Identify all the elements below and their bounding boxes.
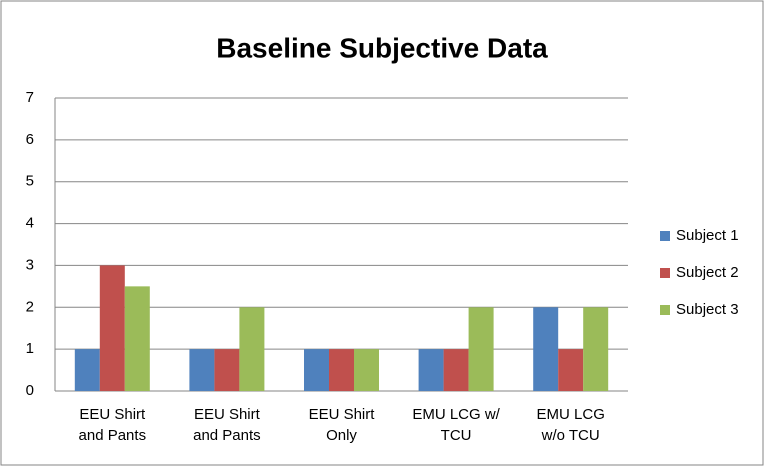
bar bbox=[239, 307, 265, 391]
x-tick-label: EEU Shirt and Pants bbox=[78, 406, 147, 444]
x-tick-label: EMU LCG w/ TCU bbox=[412, 406, 500, 444]
bar bbox=[468, 307, 494, 391]
legend-swatch bbox=[660, 268, 670, 278]
bar bbox=[533, 307, 559, 391]
bar bbox=[124, 286, 150, 391]
bar bbox=[74, 349, 100, 391]
legend-label: Subject 2 bbox=[676, 264, 739, 281]
bar bbox=[304, 349, 329, 391]
y-tick-label: 5 bbox=[26, 173, 34, 190]
bar bbox=[583, 307, 609, 391]
bar bbox=[214, 349, 240, 391]
x-tick-label: EEU Shirt Only bbox=[308, 406, 375, 444]
bar bbox=[443, 349, 469, 391]
bar bbox=[189, 349, 215, 391]
chart-title: Baseline Subjective Data bbox=[216, 32, 548, 63]
y-tick-label: 3 bbox=[26, 256, 34, 273]
y-tick-label: 1 bbox=[26, 340, 34, 357]
y-tick-label: 2 bbox=[26, 298, 34, 315]
bar bbox=[558, 349, 584, 391]
legend-label: Subject 3 bbox=[676, 301, 739, 318]
x-tick-label: EEU Shirt and Pants bbox=[193, 406, 261, 444]
y-tick-label: 0 bbox=[26, 382, 34, 399]
bar bbox=[99, 265, 125, 391]
bar bbox=[418, 349, 444, 391]
legend-label: Subject 1 bbox=[676, 227, 739, 244]
legend-swatch bbox=[660, 305, 670, 315]
legend-swatch bbox=[660, 231, 670, 241]
x-tick-label: EMU LCG w/o TCU bbox=[536, 406, 605, 444]
y-tick-label: 7 bbox=[26, 89, 34, 106]
bar bbox=[329, 349, 354, 391]
y-tick-label: 4 bbox=[26, 215, 34, 232]
bar bbox=[354, 349, 379, 391]
y-tick-label: 6 bbox=[26, 131, 34, 148]
